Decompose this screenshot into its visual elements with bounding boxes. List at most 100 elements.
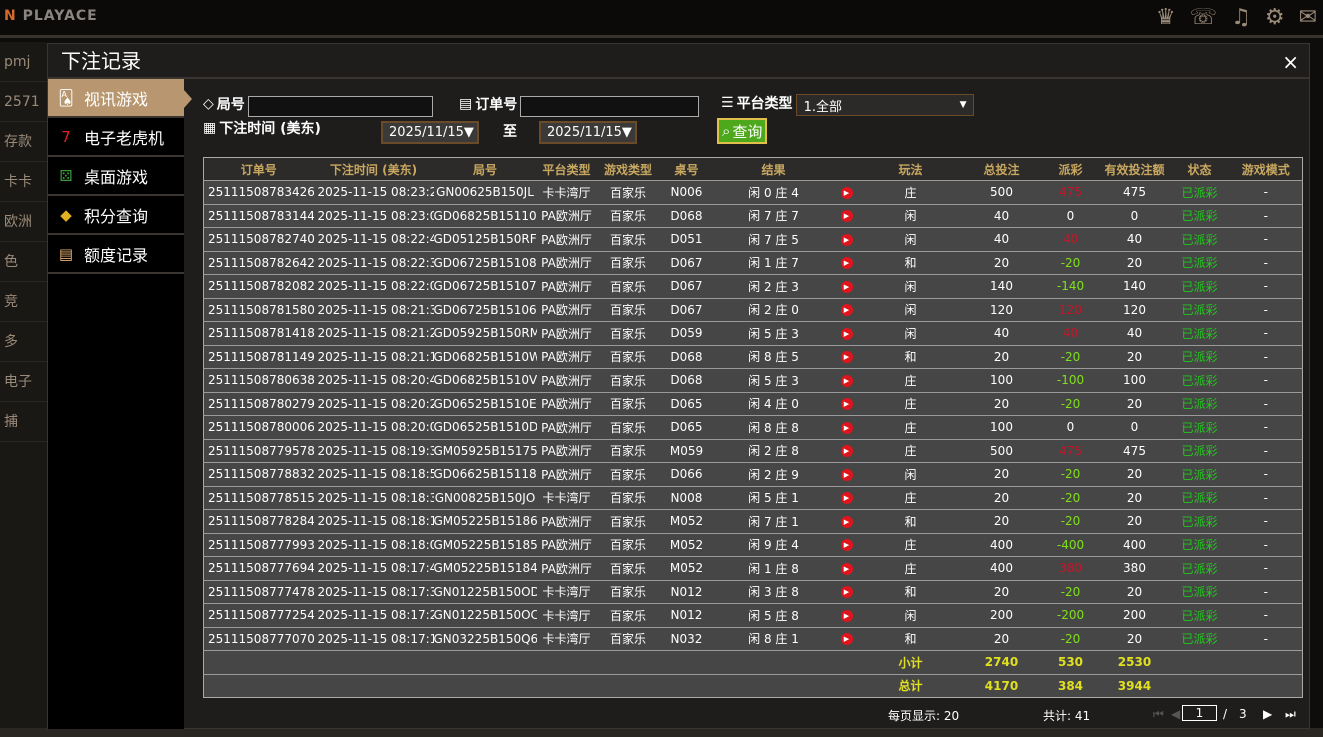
sidebar-item-2[interactable]: ⚄ 桌面游戏: [48, 157, 184, 196]
play-video-icon[interactable]: ▶: [840, 233, 853, 246]
column-header: 有效投注额: [1099, 157, 1170, 181]
music-icon[interactable]: ♫: [1231, 5, 1251, 30]
total-row: 总计 4170 384 3944: [203, 673, 1303, 698]
play-video-icon[interactable]: ▶: [840, 398, 853, 411]
table-row: 251115087814187 2025-11-15 08:21:25 GD0592…: [203, 321, 1303, 345]
prev-page-icon[interactable]: ◀: [1171, 707, 1181, 721]
background-fragment: 色: [0, 242, 47, 282]
sidebar-item-1[interactable]: 7 电子老虎机: [48, 118, 184, 157]
message-icon[interactable]: ✉: [1298, 5, 1317, 30]
cell: 40: [1041, 321, 1100, 345]
cell: 251115087827402: [203, 227, 314, 251]
play-video-icon[interactable]: ▶: [840, 374, 853, 387]
query-button[interactable]: ⌕ 查询: [717, 118, 768, 144]
cell: -: [1229, 274, 1303, 298]
cell: 已派彩: [1169, 203, 1230, 228]
sidebar-item-0[interactable]: 🂡 视讯游戏: [48, 79, 192, 118]
play-video-icon[interactable]: ▶: [840, 351, 853, 364]
last-page-icon[interactable]: ⏭: [1285, 707, 1296, 721]
cell: 120: [961, 297, 1042, 322]
play-video-icon[interactable]: ▶: [840, 562, 853, 575]
play-video-icon[interactable]: ▶: [840, 257, 853, 270]
background-fragment: 电子: [0, 362, 47, 402]
play-video-icon[interactable]: ▶: [840, 186, 853, 199]
chat-support-icon[interactable]: ☏: [1189, 5, 1218, 30]
table-row: 251115087827402 2025-11-15 08:22:44 GD0512…: [203, 227, 1303, 251]
table-row: 251115087806387 2025-11-15 08:20:40 GD0682…: [203, 368, 1303, 392]
play-video-icon[interactable]: ▶: [840, 492, 853, 505]
vip-icon[interactable]: ♛: [1155, 5, 1176, 30]
cell: 2025-11-15 08:23:21: [313, 180, 434, 204]
order-input[interactable]: [520, 96, 700, 117]
cell: -20: [1041, 462, 1100, 486]
close-icon[interactable]: ×: [1282, 50, 1299, 74]
background-fragment: 存款: [0, 122, 47, 162]
cell: 百家乐: [596, 556, 660, 580]
table-row: 251115087776948 2025-11-15 08:17:44 GM0522…: [203, 556, 1303, 580]
sidebar-item-3[interactable]: ◆ 积分查询: [48, 196, 184, 235]
play-video-icon[interactable]: ▶: [840, 633, 853, 646]
table-row: 251115087826425 2025-11-15 08:22:39 GD0672…: [203, 250, 1303, 275]
cell: 120: [1041, 297, 1100, 322]
column-header: 局号: [433, 157, 537, 181]
first-page-icon[interactable]: ⏮: [1153, 707, 1164, 721]
date-to-picker[interactable]: 2025/11/15▼: [539, 121, 637, 144]
logo[interactable]: N PLAYACE: [4, 8, 98, 24]
platform-select[interactable]: 1.全部 ▼: [795, 94, 974, 116]
empty-cell: [203, 673, 860, 698]
play-video-icon[interactable]: ▶: [840, 586, 853, 599]
cell: D059: [659, 321, 714, 345]
cell: 百家乐: [596, 227, 660, 251]
cell: 庄: [859, 180, 962, 204]
replay-cell: ▶: [833, 250, 860, 275]
play-video-icon[interactable]: ▶: [840, 327, 853, 340]
play-video-icon[interactable]: ▶: [840, 421, 853, 434]
cell: GD06825B1510W: [433, 344, 537, 369]
cell: M059: [659, 438, 714, 463]
play-video-icon[interactable]: ▶: [840, 609, 853, 622]
cell: 20: [961, 579, 1042, 604]
replay-cell: ▶: [833, 297, 860, 322]
next-page-icon[interactable]: ▶: [1263, 707, 1273, 721]
cell: 已派彩: [1169, 626, 1230, 651]
play-video-icon[interactable]: ▶: [840, 539, 853, 552]
cell: PA欧洲厅: [536, 250, 597, 275]
tag-icon: ◇: [203, 95, 214, 112]
cell: 百家乐: [596, 415, 660, 439]
cell: 已派彩: [1169, 579, 1230, 604]
play-video-icon[interactable]: ▶: [840, 445, 853, 458]
gear-icon[interactable]: ⚙: [1264, 5, 1285, 30]
cell: 2025-11-15 08:17:14: [313, 626, 434, 651]
play-video-icon[interactable]: ▶: [840, 468, 853, 481]
cell: 已派彩: [1169, 391, 1230, 416]
round-input[interactable]: [247, 96, 433, 117]
cell: 20: [1099, 579, 1170, 604]
sidebar-item-4[interactable]: ▤ 额度记录: [48, 235, 184, 274]
table-row: 251115087772541 2025-11-15 08:17:23 GN0122…: [203, 603, 1303, 627]
page-input[interactable]: 1: [1182, 705, 1217, 721]
cell: 475: [1099, 180, 1170, 204]
play-video-icon[interactable]: ▶: [840, 515, 853, 528]
cell: 已派彩: [1169, 274, 1230, 298]
cell: N006: [659, 180, 714, 204]
empty-cell: [1169, 673, 1303, 698]
cell: 闲: [859, 321, 962, 345]
cell: -: [1229, 297, 1303, 322]
cell: PA欧洲厅: [536, 227, 597, 251]
date-from-picker[interactable]: 2025/11/15▼: [381, 121, 479, 144]
play-video-icon[interactable]: ▶: [840, 280, 853, 293]
table-row: 251115087815807 2025-11-15 08:21:35 GD0672…: [203, 297, 1303, 322]
cell: 已派彩: [1169, 250, 1230, 275]
cell: 闲 5 庄 1: [713, 485, 834, 510]
cell: 闲 5 庄 3: [713, 368, 834, 392]
play-video-icon[interactable]: ▶: [840, 304, 853, 317]
play-video-icon[interactable]: ▶: [840, 210, 853, 223]
replay-cell: ▶: [833, 532, 860, 557]
cell: 百家乐: [596, 579, 660, 604]
cell: 闲 5 庄 8: [713, 603, 834, 627]
cell: 475: [1041, 180, 1100, 204]
replay-cell: ▶: [833, 344, 860, 369]
cell: 380: [1041, 556, 1100, 580]
column-header: 游戏类型: [596, 157, 660, 181]
cell: GN00625B150JL: [433, 180, 537, 204]
